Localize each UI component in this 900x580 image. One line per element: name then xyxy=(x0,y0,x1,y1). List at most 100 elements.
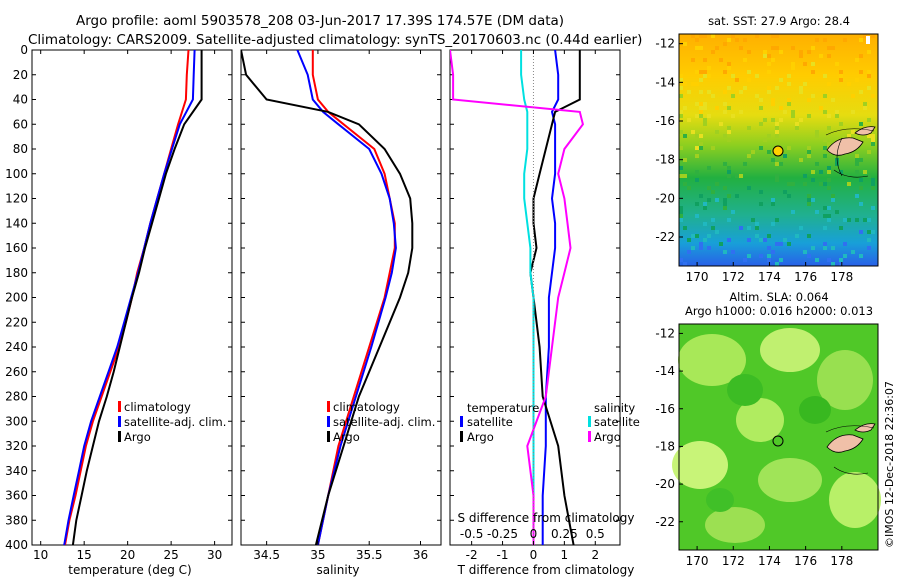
sst-pixel xyxy=(727,238,731,242)
sst-pixel xyxy=(771,98,775,102)
sst-pixel xyxy=(747,154,751,158)
sst-pixel xyxy=(859,54,863,58)
sst-pixel xyxy=(843,254,847,258)
sst-pixel xyxy=(819,170,823,174)
sst-pixel xyxy=(727,194,731,198)
sla-map xyxy=(672,323,881,551)
sst-pixel xyxy=(683,134,687,138)
sst-pixel xyxy=(695,170,699,174)
sst-pixel xyxy=(695,102,699,106)
sst-pixel xyxy=(683,182,687,186)
sst-pixel xyxy=(871,138,875,142)
sst-pixel xyxy=(775,130,779,134)
temperature-plot xyxy=(63,50,203,545)
sst-pixel xyxy=(755,222,759,226)
sst-pixel xyxy=(763,54,767,58)
sst-pixel xyxy=(867,86,871,90)
sst-pixel xyxy=(715,182,719,186)
sst-pixel xyxy=(867,238,871,242)
sst-pixel xyxy=(715,198,719,202)
depth-tick-label: 140 xyxy=(5,216,28,230)
sst-pixel xyxy=(731,210,735,214)
sst-pixel xyxy=(807,194,811,198)
sst-pixel xyxy=(727,138,731,142)
sst-pixel xyxy=(679,94,683,98)
sst-pixel xyxy=(771,102,775,106)
sst-pixel xyxy=(851,130,855,134)
map-y-tick-label: -20 xyxy=(655,477,675,491)
sst-pixel xyxy=(783,154,787,158)
sst-pixel xyxy=(751,150,755,154)
sst-pixel xyxy=(727,62,731,66)
sla-blob xyxy=(760,328,820,372)
sst-pixel xyxy=(871,34,875,38)
sst-pixel xyxy=(759,238,763,242)
sst-pixel xyxy=(715,230,719,234)
legend-temperature-title: temperature xyxy=(467,401,539,415)
sst-pixel xyxy=(839,70,843,74)
depth-tick-label: 300 xyxy=(5,414,28,428)
depth-tick-label: 220 xyxy=(5,315,28,329)
imos-credit: ©IMOS 12-Dec-2018 22:36:07 xyxy=(883,381,896,548)
top-tick-label: 0.25 xyxy=(551,527,578,541)
sst-map-frame xyxy=(678,33,879,267)
depth-tick-label: 240 xyxy=(5,340,28,354)
sst-pixel xyxy=(687,186,691,190)
sst-pixel xyxy=(715,46,719,50)
sst-pixel xyxy=(747,126,751,130)
sst-pixel xyxy=(783,238,787,242)
sst-pixel xyxy=(699,194,703,198)
coastline-contours xyxy=(825,425,875,475)
sst-pixel xyxy=(831,198,835,202)
x-tick-label: 34.5 xyxy=(253,548,280,562)
sst-pixel xyxy=(759,98,763,102)
sst-pixel xyxy=(787,242,791,246)
depth-tick-label: 360 xyxy=(5,489,28,503)
sst-pixel xyxy=(699,34,703,38)
sst-pixel xyxy=(771,118,775,122)
depth-tick-label: 200 xyxy=(5,291,28,305)
map-corner-mark xyxy=(866,36,870,44)
sst-pixel xyxy=(767,70,771,74)
sst-pixel xyxy=(711,226,715,230)
sst-pixel xyxy=(859,38,863,42)
sst-pixel xyxy=(823,154,827,158)
sst-pixel xyxy=(855,194,859,198)
sst-pixel xyxy=(807,150,811,154)
sst-pixel xyxy=(827,126,831,130)
sst-pixel xyxy=(779,118,783,122)
depth-tick-label: 0 xyxy=(20,43,28,57)
sst-pixel xyxy=(707,74,711,78)
legend-marker-t-argo xyxy=(460,431,463,442)
sst-pixel xyxy=(747,50,751,54)
map-y-tick-label: -16 xyxy=(655,402,675,416)
sst-pixel xyxy=(739,46,743,50)
sst-pixel xyxy=(771,34,775,38)
sst-pixel xyxy=(679,206,683,210)
sst-pixel xyxy=(811,46,815,50)
sst-pixel xyxy=(871,206,875,210)
sst-pixel xyxy=(807,146,811,150)
sst-pixel xyxy=(851,250,855,254)
sst-pixel xyxy=(775,242,779,246)
sst-pixel xyxy=(839,262,843,266)
sst-pixel xyxy=(743,162,747,166)
depth-tick-label: 20 xyxy=(13,68,28,82)
depth-tick-label: 100 xyxy=(5,167,28,181)
sst-pixel xyxy=(771,198,775,202)
sst-pixel xyxy=(863,106,867,110)
sla-blob xyxy=(678,334,746,386)
map-y-tick-label: -14 xyxy=(655,364,675,378)
salinity-plot xyxy=(241,50,414,545)
sst-pixel xyxy=(695,154,699,158)
sst-pixel xyxy=(759,106,763,110)
sst-pixel xyxy=(723,250,727,254)
sst-pixel xyxy=(811,94,815,98)
sst-pixel xyxy=(727,218,731,222)
sst-pixel xyxy=(779,258,783,262)
sst-pixel xyxy=(847,182,851,186)
sst-pixel xyxy=(827,186,831,190)
depth-tick-label: 160 xyxy=(5,241,28,255)
sst-pixel xyxy=(727,166,731,170)
sst-pixel xyxy=(767,254,771,258)
